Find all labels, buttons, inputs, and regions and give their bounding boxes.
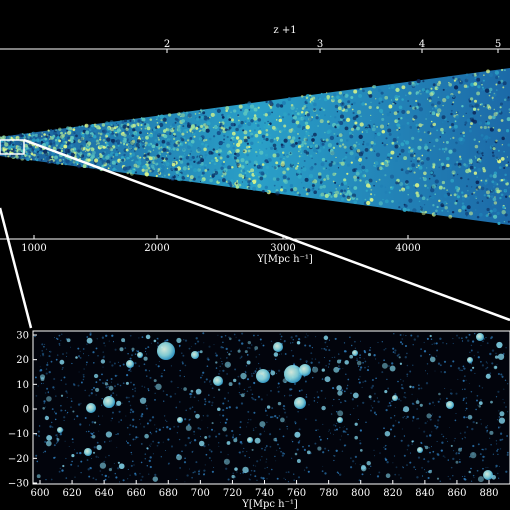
redshift-tick-label: 4	[419, 39, 425, 50]
zoom-x-ticks: 600 620 640 660 680 700 720 740 760 780 800 820 840 8…	[30, 480, 499, 499]
zoom-y-tick-label: −20	[8, 454, 29, 465]
zoom-panel-frame	[32, 330, 510, 485]
zoom-x-tick-label: 680	[159, 488, 178, 499]
zoom-y-ticks: 30 20 10 0 −10 −20 −30	[8, 331, 37, 490]
zoom-x-tick-label: 880	[479, 488, 498, 499]
zoom-connector-left	[0, 207, 33, 329]
zoom-connector-right	[23, 138, 510, 322]
zoom-x-tick-label: 800	[351, 488, 370, 499]
redshift-axis-label: z +1	[273, 25, 296, 36]
zoom-x-tick-label: 640	[95, 488, 114, 499]
distance-tick-label: 2000	[144, 243, 169, 254]
zoom-y-tick-label: −30	[8, 479, 29, 490]
distance-axis-label: Y[Mpc h⁻¹]	[256, 254, 313, 265]
redshift-tick-label: 3	[317, 39, 323, 50]
zoom-x-tick-label: 740	[255, 488, 274, 499]
zoom-box	[0, 139, 25, 155]
zoom-x-tick-label: 600	[30, 488, 49, 499]
zoom-x-tick-label: 660	[127, 488, 146, 499]
zoom-panel: 600 620 640 660 680 700 720 740 760 780 800 820 840 8…	[8, 330, 510, 510]
zoom-x-tick-label: 820	[383, 488, 402, 499]
zoom-y-tick-label: 30	[16, 331, 29, 342]
zoom-y-tick-label: 0	[23, 405, 29, 416]
zoom-x-tick-label: 720	[223, 488, 242, 499]
distance-ticks: 1000 2000 3000 4000	[21, 235, 421, 254]
zoom-y-tick-label: 20	[16, 355, 29, 366]
zoom-y-tick-label: 10	[16, 380, 29, 391]
zoom-x-tick-label: 700	[191, 488, 210, 499]
zoom-x-tick-label: 860	[447, 488, 466, 499]
zoom-x-tick-label: 760	[287, 488, 306, 499]
distance-tick-label: 1000	[21, 243, 46, 254]
distance-tick-label: 4000	[395, 243, 420, 254]
redshift-tick-label: 5	[495, 39, 501, 50]
redshift-tick-label: 2	[164, 39, 170, 50]
zoom-x-tick-label: 780	[319, 488, 338, 499]
lightcone-wedge	[0, 68, 510, 225]
zoom-x-tick-label: 840	[415, 488, 434, 499]
distance-tick-label: 3000	[270, 243, 295, 254]
zoom-x-axis-label: Y[Mpc h⁻¹]	[241, 499, 298, 510]
zoom-x-tick-label: 620	[63, 488, 82, 499]
redshift-ticks: 2 3 4 5	[164, 39, 501, 53]
zoom-y-tick-label: −10	[8, 429, 29, 440]
